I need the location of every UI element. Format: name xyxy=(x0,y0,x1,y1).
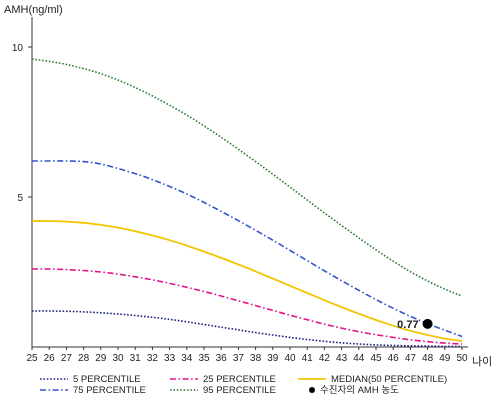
x-tick-label: 50 xyxy=(456,353,468,364)
x-tick-label: 39 xyxy=(267,353,279,364)
series-line-75-percentile xyxy=(32,160,463,338)
legend-label-95-percentile: 95 PERCENTILE xyxy=(203,385,276,396)
series-line-5-percentile xyxy=(31,310,462,348)
legend-label-amh-point: 수진자의 AMH 농도 xyxy=(320,385,399,396)
series-layer xyxy=(31,58,463,348)
axes: 5 10 25 26 27 28 29 30 31 32 33 34 35 36 37 38 39 40 41 42 4… xyxy=(12,17,468,364)
y-tick-label: 10 xyxy=(12,43,24,54)
x-tick-label: 47 xyxy=(405,353,417,364)
x-tick-label: 27 xyxy=(61,353,73,364)
x-tick-label: 46 xyxy=(388,353,400,364)
x-tick-label: 37 xyxy=(233,353,245,364)
series-line-median-50-percentile xyxy=(31,220,463,342)
x-tick-label: 25 xyxy=(26,353,38,364)
x-tick-label: 38 xyxy=(250,353,262,364)
x-tick-label: 36 xyxy=(216,353,228,364)
legend: 5 PERCENTILE 25 PERCENTILE MEDIAN(50 PERCE… xyxy=(40,374,447,396)
x-tick-label: 35 xyxy=(198,353,210,364)
amh-data-point xyxy=(422,318,433,329)
x-tick-label: 43 xyxy=(336,353,348,364)
y-tick-label: 5 xyxy=(17,193,23,204)
x-tick-label: 30 xyxy=(112,353,124,364)
x-tick-label: 28 xyxy=(78,353,90,364)
x-tick-label: 29 xyxy=(95,353,107,364)
x-axis-label: 나이 xyxy=(472,355,492,368)
x-tick-label: 34 xyxy=(181,353,193,364)
x-tick-label: 26 xyxy=(44,353,56,364)
x-tick-label: 45 xyxy=(370,353,382,364)
x-tick-label: 42 xyxy=(319,353,331,364)
x-tick-label: 33 xyxy=(164,353,176,364)
series-line-95-percentile xyxy=(31,58,463,297)
legend-label-5-percentile: 5 PERCENTILE xyxy=(73,374,141,385)
legend-label-25-percentile: 25 PERCENTILE xyxy=(203,374,276,385)
x-tick-label: 32 xyxy=(147,353,159,364)
x-tick-label: 48 xyxy=(422,353,434,364)
highlight-point-layer: 0.77 xyxy=(397,318,433,331)
legend-label-median-50-percentile: MEDIAN(50 PERCENTILE) xyxy=(331,374,447,385)
x-tick-label: 49 xyxy=(439,353,451,364)
x-tick-label: 40 xyxy=(284,353,296,364)
x-tick-label: 44 xyxy=(353,353,365,364)
x-tick-label: 31 xyxy=(130,353,142,364)
x-tick-label: 41 xyxy=(302,353,314,364)
legend-label-75-percentile: 75 PERCENTILE xyxy=(73,385,146,396)
legend-swatch-amh-point xyxy=(309,387,315,393)
amh-data-label: 0.77 xyxy=(397,319,418,331)
series-line-25-percentile xyxy=(31,268,463,345)
y-axis-label: AMH(ng/ml) xyxy=(4,4,63,16)
